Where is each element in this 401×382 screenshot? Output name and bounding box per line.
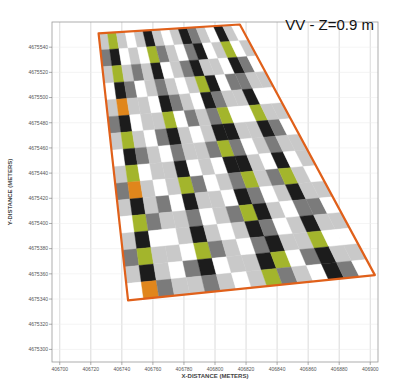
tick-label: 406740 bbox=[114, 366, 131, 372]
tick bbox=[215, 362, 216, 365]
tick bbox=[49, 72, 52, 73]
tick bbox=[90, 362, 91, 365]
tick bbox=[308, 362, 309, 365]
tick-label: 406700 bbox=[51, 366, 68, 372]
grid-line bbox=[52, 324, 378, 325]
tick-label: 4675480 bbox=[29, 120, 49, 126]
tick bbox=[121, 362, 122, 365]
title: VV - Z=0.9 m bbox=[285, 16, 374, 33]
tick bbox=[49, 198, 52, 199]
tick bbox=[49, 173, 52, 174]
grid-line bbox=[90, 22, 91, 362]
tick-label: 406760 bbox=[145, 366, 162, 372]
cell bbox=[141, 281, 159, 299]
tick-label: 406800 bbox=[207, 366, 224, 372]
tick-label: 4675360 bbox=[29, 271, 49, 277]
tick bbox=[339, 362, 340, 365]
tick bbox=[49, 248, 52, 249]
tick bbox=[370, 362, 371, 365]
tick bbox=[49, 47, 52, 48]
grid-line bbox=[370, 22, 371, 362]
tick-label: 4675300 bbox=[29, 346, 49, 352]
tick bbox=[49, 273, 52, 274]
tick-label: 406820 bbox=[238, 366, 255, 372]
tick bbox=[49, 147, 52, 148]
tick bbox=[59, 362, 60, 365]
tick bbox=[277, 362, 278, 365]
tick-label: 4675400 bbox=[29, 220, 49, 226]
cell bbox=[137, 247, 154, 265]
tick-label: 4675460 bbox=[29, 145, 49, 151]
tick-label: 406880 bbox=[331, 366, 348, 372]
tick bbox=[49, 122, 52, 123]
cell bbox=[134, 231, 150, 249]
plot-frame bbox=[52, 22, 378, 362]
tick-label: 4675320 bbox=[29, 321, 49, 327]
tick-label: 406900 bbox=[362, 366, 379, 372]
x-axis-label: X-DISTANCE (METERS) bbox=[182, 373, 249, 379]
tick-label: 4675340 bbox=[29, 296, 49, 302]
tick-label: 4675420 bbox=[29, 195, 49, 201]
y-axis-label: Y-DISTANCE (METERS) bbox=[7, 159, 13, 226]
tick bbox=[49, 299, 52, 300]
tick-label: 406780 bbox=[176, 366, 193, 372]
tick-label: 406840 bbox=[269, 366, 286, 372]
tick-label: 4675380 bbox=[29, 245, 49, 251]
tick-label: 406860 bbox=[300, 366, 317, 372]
tick-label: 4675500 bbox=[29, 94, 49, 100]
tick bbox=[49, 349, 52, 350]
grid-line bbox=[52, 299, 378, 300]
survey-outline bbox=[99, 25, 375, 301]
tick bbox=[183, 362, 184, 365]
grid-line bbox=[52, 349, 378, 350]
cell bbox=[231, 25, 248, 41]
tick-label: 4675440 bbox=[29, 170, 49, 176]
tick bbox=[49, 324, 52, 325]
cell bbox=[247, 56, 265, 72]
tick-label: 4675520 bbox=[29, 69, 49, 75]
tick bbox=[246, 362, 247, 365]
tick bbox=[49, 223, 52, 224]
tick bbox=[152, 362, 153, 365]
map: 406700 406720 406740 406760 406780 406800 4068… bbox=[0, 0, 401, 382]
cell bbox=[239, 40, 257, 56]
cell bbox=[139, 264, 156, 282]
tick-label: 4675540 bbox=[29, 44, 49, 50]
tick-label: 406720 bbox=[82, 366, 99, 372]
plot-area bbox=[99, 25, 375, 301]
tick bbox=[49, 97, 52, 98]
grid-line bbox=[59, 22, 60, 362]
grid-line bbox=[339, 22, 340, 362]
